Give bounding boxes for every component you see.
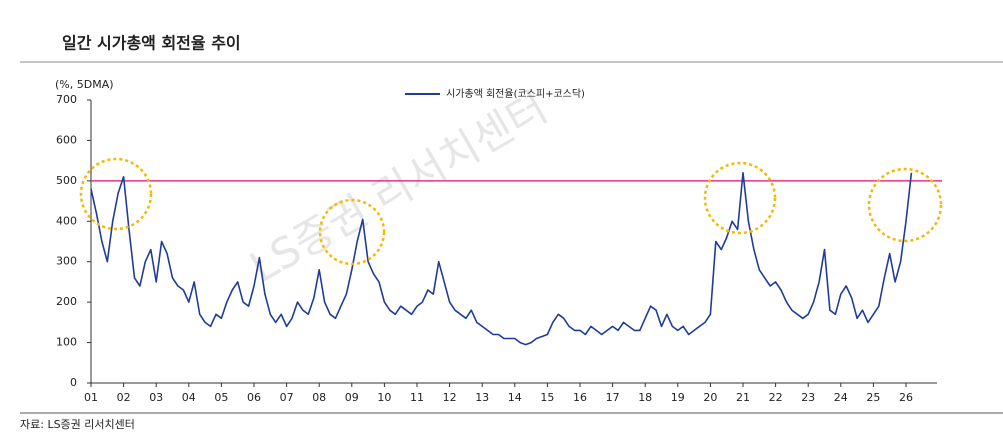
legend-label: 시가총액 회전율(코스피+코스닥) [446,88,585,100]
watermark: LS증권 리서치센터 [242,83,556,292]
x-tick-label: 25 [866,391,880,404]
highlight-circle [318,198,386,266]
y-tick-label: 500 [56,174,77,187]
x-tick-label: 10 [377,391,391,404]
chart-title: 일간 시가총액 회전율 추이 [62,34,241,53]
source: 자료: LS증권 리서치센터 [20,418,135,431]
y-tick-label: 700 [56,93,77,106]
y-tick-label: 100 [56,336,77,349]
highlight-circle [867,167,943,243]
x-tick-label: 01 [84,391,98,404]
x-tick-label: 12 [443,391,457,404]
x-tick-label: 23 [801,391,815,404]
x-tick-label: 24 [834,391,848,404]
y-axis-label: (%, 5DMA) [55,78,114,91]
y-tick-label: 0 [70,376,77,389]
x-tick-label: 06 [247,391,261,404]
x-tick-label: 16 [573,391,587,404]
x-tick-label: 11 [410,391,424,404]
x-tick-label: 09 [345,391,359,404]
x-tick-label: 02 [117,391,131,404]
x-tick-label: 14 [508,391,522,404]
x-tick-label: 17 [606,391,620,404]
x-tick-label: 07 [280,391,294,404]
x-tick-label: 05 [214,391,228,404]
x-tick-label: 15 [540,391,554,404]
x-tick-label: 20 [703,391,717,404]
x-tick-label: 03 [149,391,163,404]
x-tick-label: 08 [312,391,326,404]
y-tick-label: 600 [56,133,77,146]
x-tick-label: 13 [475,391,489,404]
x-tick-label: 19 [671,391,685,404]
y-tick-label: 300 [56,255,77,268]
highlight-circle [703,161,777,235]
x-tick-label: 21 [736,391,750,404]
series-line [90,172,913,346]
x-tick-label: 18 [638,391,652,404]
x-tick-label: 26 [899,391,913,404]
y-tick-label: 200 [56,295,77,308]
y-tick-label: 400 [56,214,77,227]
x-tick-label: 04 [182,391,196,404]
x-tick-label: 22 [769,391,783,404]
highlight-circle [79,157,153,231]
